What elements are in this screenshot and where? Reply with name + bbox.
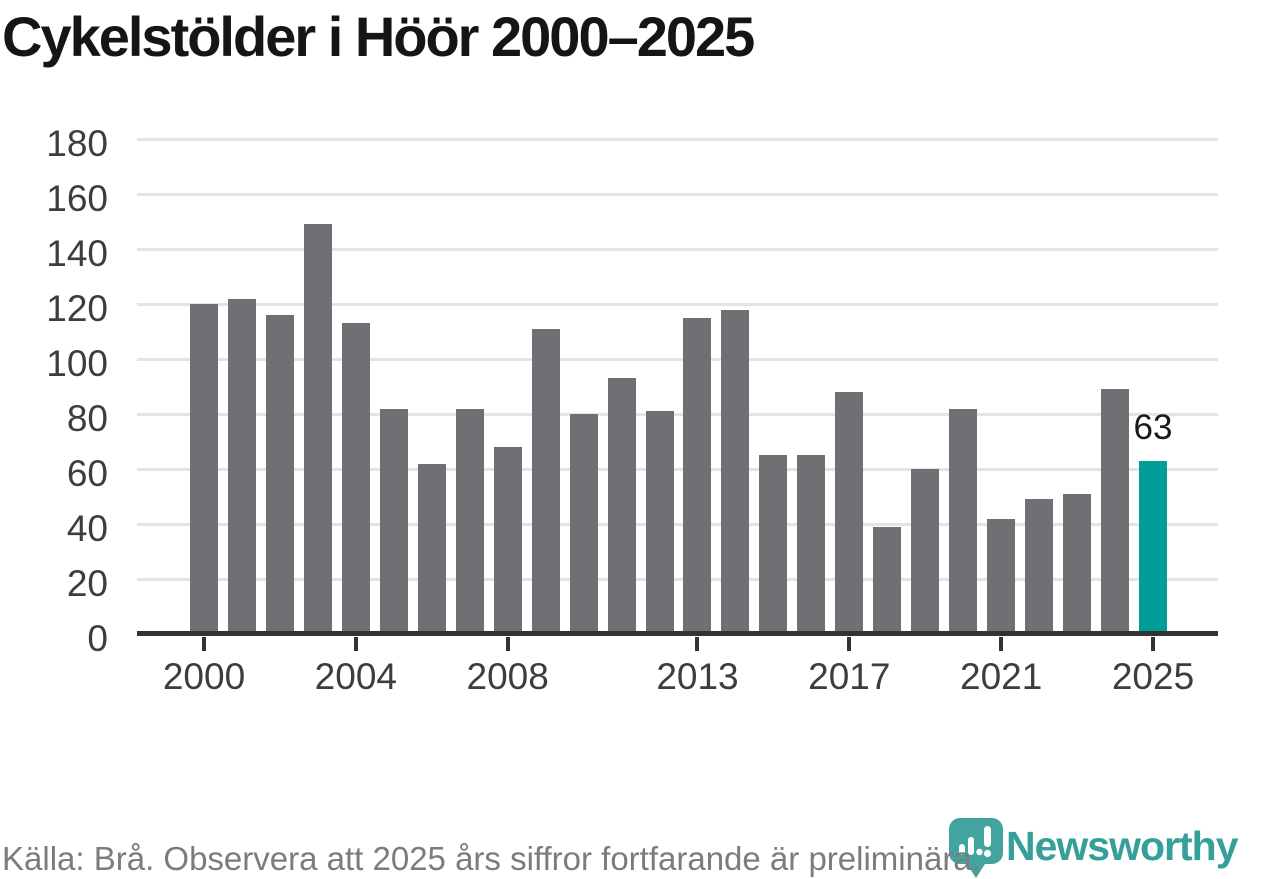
- bar-2016: [797, 455, 826, 634]
- newsworthy-logo: Newsworthy: [948, 817, 1262, 879]
- x-axis-tick-2000: [202, 637, 206, 651]
- bar-2007: [455, 408, 484, 634]
- x-axis-tick-2017: [847, 637, 852, 651]
- bar-2011: [607, 378, 636, 634]
- highlight-value-label: 63: [1133, 407, 1173, 447]
- x-axis-label-2000: 2000: [162, 656, 246, 697]
- y-axis-label-0: 0: [87, 618, 108, 659]
- y-axis-label-80: 80: [66, 398, 108, 439]
- y-axis-label-100: 100: [46, 343, 108, 384]
- bar-2019: [911, 469, 940, 634]
- bar-2015: [759, 455, 788, 634]
- bar-2013: [683, 317, 712, 634]
- x-axis-label-2008: 2008: [466, 656, 549, 697]
- x-axis-line: [137, 631, 1218, 636]
- x-axis-label-2017: 2017: [808, 656, 891, 697]
- gridline-y-100: [137, 357, 1218, 361]
- bar-2022: [1025, 499, 1054, 634]
- bar-2005: [379, 408, 408, 634]
- bar-2024: [1101, 389, 1130, 634]
- bar-2025: [1139, 460, 1167, 634]
- bar-2014: [721, 309, 750, 634]
- plot-area: [137, 137, 1218, 636]
- x-axis-tick-2021: [999, 637, 1004, 651]
- y-axis-label-60: 60: [66, 453, 108, 494]
- bar-2001: [227, 298, 256, 634]
- x-axis-label-2013: 2013: [656, 656, 739, 697]
- bar-2018: [873, 526, 902, 634]
- x-axis-tick-2004: [353, 637, 358, 651]
- bar-2010: [569, 414, 598, 634]
- chart-title: Cykelstölder i Höör 2000–2025: [2, 5, 755, 68]
- x-axis-tick-2008: [505, 637, 510, 651]
- bar-2021: [987, 518, 1016, 634]
- source-note: Källa: Brå. Observera att 2025 års siffr…: [2, 840, 981, 877]
- newsworthy-logo-text: Newsworthy: [1006, 823, 1238, 869]
- y-axis-label-140: 140: [46, 233, 108, 274]
- x-axis-label-2021: 2021: [960, 656, 1043, 697]
- x-axis-tick-2013: [695, 637, 700, 651]
- gridline-y-140: [137, 247, 1218, 251]
- gridline-y-180: [137, 137, 1218, 141]
- x-axis-tick-2025: [1151, 637, 1155, 651]
- gridline-y-20: [137, 577, 1218, 581]
- gridline-y-160: [137, 192, 1218, 196]
- x-axis-label-2025: 2025: [1111, 656, 1195, 697]
- y-axis-label-40: 40: [66, 508, 108, 549]
- bar-2023: [1063, 493, 1092, 634]
- bar-2000: [190, 304, 218, 634]
- bar-2012: [645, 411, 674, 634]
- gridline-y-120: [137, 302, 1218, 306]
- gridline-y-80: [137, 412, 1218, 416]
- newsworthy-bubble-chart-icon: [949, 818, 1003, 878]
- bar-2006: [417, 463, 446, 634]
- bar-2002: [265, 315, 294, 634]
- x-axis-label-2004: 2004: [314, 656, 397, 697]
- bar-2009: [531, 328, 560, 634]
- gridline-y-60: [137, 467, 1218, 471]
- gridline-y-40: [137, 522, 1218, 526]
- bar-2008: [493, 447, 522, 634]
- y-axis-label-120: 120: [46, 288, 108, 329]
- y-axis-label-180: 180: [46, 123, 108, 164]
- bar-2003: [303, 224, 332, 634]
- bar-2004: [341, 323, 370, 634]
- bar-2020: [949, 408, 978, 634]
- bar-2017: [835, 392, 864, 634]
- y-axis-label-160: 160: [46, 178, 108, 219]
- y-axis-label-20: 20: [66, 563, 108, 604]
